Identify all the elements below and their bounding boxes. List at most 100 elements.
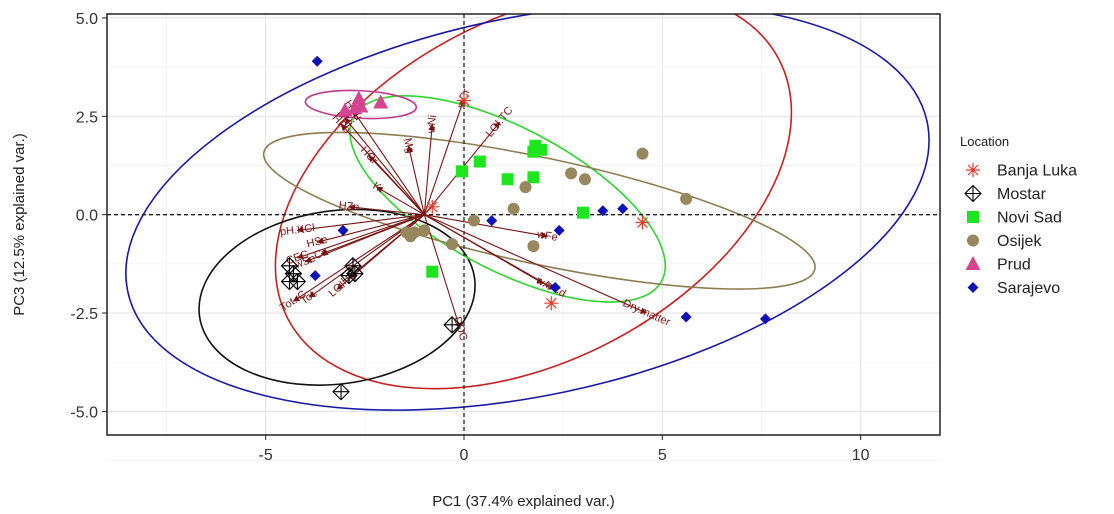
confidence-ellipses xyxy=(125,14,930,411)
point-sarajevo xyxy=(309,270,321,282)
marker-triangle xyxy=(351,90,367,105)
legend: Location Banja Luka Mostar Novi Sad Osijek P… xyxy=(960,134,1077,297)
loading-label: DOC xyxy=(451,315,470,342)
point-osijek xyxy=(519,181,532,194)
legend-label: Mostar xyxy=(997,186,1047,203)
marker-asterisk xyxy=(544,296,559,311)
loading-arrow xyxy=(424,214,648,314)
loading-label: HSe xyxy=(305,234,329,251)
marker-diamond xyxy=(759,313,771,325)
loading-arrow xyxy=(423,214,462,330)
marker-diamond xyxy=(553,224,565,236)
loading-arrow xyxy=(368,155,425,216)
marker-asterisk xyxy=(966,163,980,177)
point-osijek xyxy=(636,147,649,160)
marker-circle xyxy=(967,234,979,247)
marker-circle xyxy=(418,224,431,237)
point-sarajevo xyxy=(553,224,565,236)
loading-arrow xyxy=(304,214,425,263)
marker-circle xyxy=(565,167,578,180)
ellipse-sarajevo xyxy=(125,14,930,411)
marker-triangle xyxy=(965,256,981,270)
marker-diamond xyxy=(967,282,979,293)
marker-cross xyxy=(444,316,461,333)
loading-label: wNi xyxy=(425,114,439,134)
point-osijek xyxy=(507,202,520,215)
marker-cross xyxy=(340,267,357,284)
point-osijek xyxy=(404,230,417,243)
plot-panel-border xyxy=(106,13,941,436)
axis-ticks: -5 0 5 10 -5.0 -2.5 0.0 2.5 5.0 xyxy=(70,11,869,464)
y-tick-label: 2.5 xyxy=(76,109,98,126)
legend-key-novi-sad xyxy=(967,211,979,223)
point-novi-sad xyxy=(527,171,540,184)
point-sarajevo xyxy=(549,281,561,293)
loading-arrow xyxy=(406,145,425,215)
point-osijek xyxy=(527,240,540,253)
marker-square xyxy=(473,155,486,168)
data-points xyxy=(280,55,771,401)
point-sarajevo xyxy=(337,224,349,236)
x-tick-label: 10 xyxy=(852,447,870,464)
y-tick-label: 5.0 xyxy=(76,11,98,28)
marker-square xyxy=(426,265,439,278)
loading-label: Ca xyxy=(312,245,330,262)
point-osijek xyxy=(565,167,578,180)
point-mostar xyxy=(340,266,358,285)
point-osijek xyxy=(418,224,431,237)
point-banja-luka xyxy=(457,93,471,108)
legend-key-banja-luka xyxy=(966,163,980,177)
point-sarajevo xyxy=(680,311,692,323)
y-tick-label: -5.0 xyxy=(70,404,98,421)
loading-arrow xyxy=(348,204,425,216)
x-tick-label: 0 xyxy=(460,447,469,464)
point-osijek xyxy=(446,238,459,251)
legend-key-sarajevo xyxy=(967,282,979,293)
loading-arrow xyxy=(424,214,548,239)
ellipse-prud xyxy=(304,89,418,120)
marker-diamond xyxy=(617,203,629,215)
point-osijek xyxy=(467,214,480,227)
legend-label: Novi Sad xyxy=(997,210,1062,227)
marker-circle xyxy=(519,181,532,194)
point-sarajevo xyxy=(486,215,498,227)
marker-triangle xyxy=(353,98,369,113)
legend-key-mostar xyxy=(964,184,982,203)
marker-diamond xyxy=(597,205,609,217)
loading-arrow xyxy=(424,214,544,284)
marker-circle xyxy=(527,240,540,253)
point-novi-sad xyxy=(456,165,469,178)
loading-label: HZn xyxy=(338,200,360,214)
point-prud xyxy=(353,98,369,113)
loading-label: Tot..C xyxy=(278,288,309,314)
point-novi-sad xyxy=(473,155,486,168)
grid xyxy=(107,14,940,461)
marker-cross xyxy=(965,185,981,202)
point-prud xyxy=(351,90,367,105)
marker-cross xyxy=(281,257,298,274)
legend-label: Prud xyxy=(997,257,1031,274)
marker-circle xyxy=(636,147,649,160)
y-tick-label: 0.0 xyxy=(76,208,98,225)
marker-diamond xyxy=(309,270,321,282)
point-mostar xyxy=(280,272,299,291)
marker-circle xyxy=(404,230,417,243)
loading-arrow xyxy=(376,186,425,216)
marker-asterisk xyxy=(425,199,440,214)
legend-key-osijek xyxy=(967,234,979,247)
marker-triangle xyxy=(373,94,389,109)
legend-label: Banja Luka xyxy=(997,163,1077,180)
marker-cross xyxy=(281,273,298,290)
x-axis-title: PC1 (37.4% explained var.) xyxy=(432,493,615,510)
loading-arrow xyxy=(423,123,436,215)
point-novi-sad xyxy=(535,143,548,156)
marker-square xyxy=(527,171,540,184)
loading-label: Mg xyxy=(401,137,416,155)
legend-label: Osijek xyxy=(997,233,1042,250)
marker-asterisk xyxy=(457,93,471,108)
legend-key-prud xyxy=(965,256,981,270)
ellipse-osijek xyxy=(262,131,816,290)
point-mostar xyxy=(332,382,350,401)
x-tick-label: -5 xyxy=(259,447,273,464)
marker-diamond xyxy=(337,224,349,236)
